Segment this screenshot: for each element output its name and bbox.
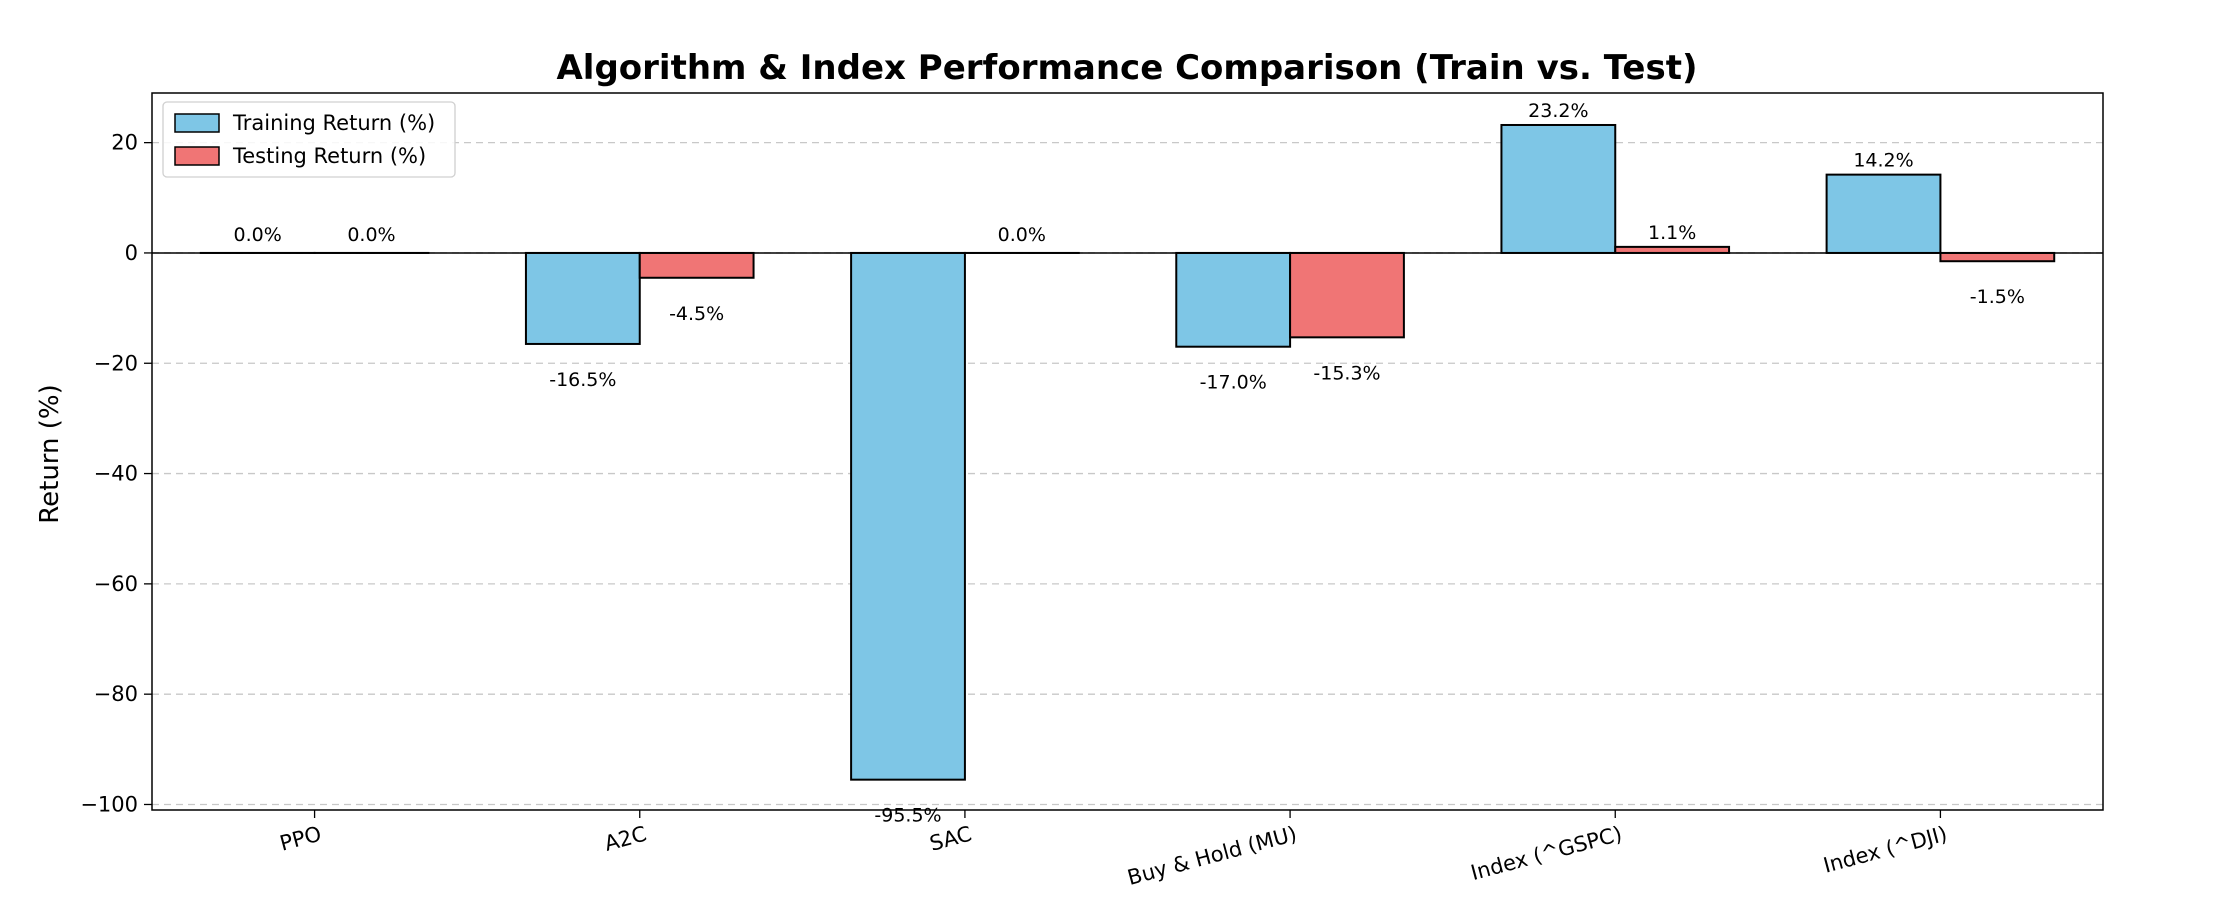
bars (199, 123, 2056, 781)
plot-frame (151, 92, 2104, 811)
x-tick-label: PPO (277, 822, 324, 856)
bar-training (524, 251, 641, 345)
bar-training (1825, 173, 1942, 254)
bar-training (1500, 123, 1617, 254)
data-label: 1.1% (1648, 222, 1696, 244)
data-label: -4.5% (669, 303, 724, 325)
x-tick-label: Index (^DJI) (1821, 822, 1950, 878)
x-tick-label: Index (^GSPC) (1468, 822, 1624, 885)
data-label: -16.5% (549, 369, 616, 391)
data-label: -95.5% (874, 805, 941, 827)
y-tick-label: −20 (94, 351, 138, 375)
data-label: 0.0% (998, 224, 1046, 246)
data-label: 14.2% (1853, 150, 1913, 172)
legend-label: Testing Return (%) (232, 144, 426, 168)
y-tick-label: 0 (125, 241, 138, 265)
x-tick-label: SAC (927, 822, 974, 856)
data-label: 0.0% (234, 224, 282, 246)
y-axis-label: Return (%) (35, 384, 65, 524)
bar-testing (1939, 251, 2056, 263)
y-tick-label: −100 (80, 792, 138, 816)
y-tick-label: −60 (94, 572, 138, 596)
y-tick-label: 20 (111, 131, 138, 155)
data-label: -15.3% (1313, 362, 1380, 384)
bar-testing (638, 251, 755, 279)
y-tick-label: −80 (94, 682, 138, 706)
bar-training (850, 251, 966, 781)
bar-testing (1289, 251, 1405, 339)
bar-training (1175, 251, 1292, 348)
data-labels: 0.0% 0.0% -16.5% -4.5% -95.5% 0.0% -17.0% -15.3… (234, 100, 2025, 827)
data-label: -17.0% (1200, 372, 1267, 394)
legend: Training Return (%) Testing Return (%) (162, 101, 456, 178)
data-label: 23.2% (1528, 100, 1588, 122)
bar-testing (1614, 245, 1731, 254)
x-tick-label: A2C (602, 822, 649, 856)
chart-title: Algorithm & Index Performance Comparison… (556, 48, 1697, 88)
legend-box (162, 101, 456, 178)
data-label: 0.0% (347, 224, 395, 246)
x-tick-label: Buy & Hold (MU) (1125, 822, 1300, 890)
legend-label: Training Return (%) (232, 111, 435, 135)
legend-swatch (174, 113, 220, 133)
legend-swatch (174, 146, 220, 166)
y-tick-label: −40 (94, 462, 138, 486)
data-label: -1.5% (1970, 286, 2025, 308)
grid (152, 141, 2103, 806)
axes: 20 0 −20 −40 −60 −80 −100 PPO A2C SAC Buy & Hold (… (80, 92, 2104, 890)
